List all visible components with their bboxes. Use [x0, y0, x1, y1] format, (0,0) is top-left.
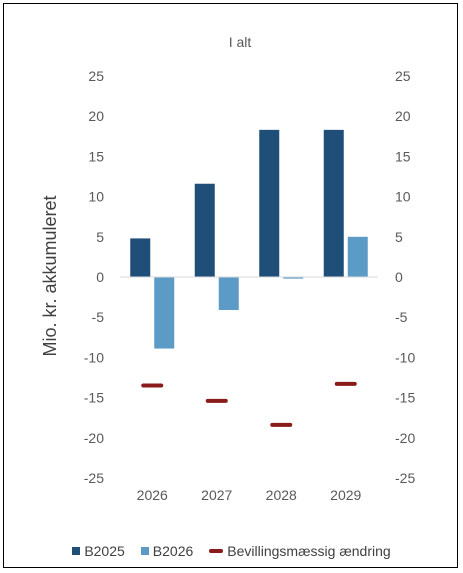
y-tick-label-right: 20 [395, 108, 411, 124]
chart-title: I alt [229, 34, 252, 50]
y-tick-label-right: -15 [395, 390, 415, 406]
legend-item-b2025: B2025 [72, 543, 125, 559]
legend-label-b2026: B2026 [152, 543, 194, 559]
legend-swatch-b2026 [140, 547, 149, 555]
legend-item-b2026: B2026 [140, 543, 194, 559]
y-tick-label-right: -20 [395, 430, 415, 446]
right-y-axis: 25 20 15 10 5 0 -5 -10 -15 -20 -25 [395, 68, 415, 486]
legend-label-b2025: B2025 [84, 543, 125, 559]
bar-b2025-2028 [259, 129, 280, 277]
left-y-axis: 25 20 15 10 5 0 -5 -10 -15 -20 -25 [84, 68, 104, 486]
y-tick-label-left: 20 [88, 108, 104, 124]
y-tick-label-left: 5 [96, 229, 104, 245]
y-tick-label-right: -10 [395, 349, 415, 365]
legend-item-bevillingsmaessig: Bevillingsmæssig ændring [209, 543, 391, 559]
bar-b2026-2027 [218, 277, 239, 310]
y-tick-label-right: 25 [395, 68, 411, 84]
legend-swatch-b2025 [72, 547, 81, 555]
x-tick-label: 2028 [266, 487, 297, 503]
y-tick-label-left: 10 [88, 189, 104, 205]
bar-b2026-2028 [283, 277, 304, 279]
bar-b2025-2027 [194, 183, 215, 277]
plot-area [120, 129, 378, 427]
y-tick-label-right: 15 [395, 148, 411, 164]
x-axis: 2026 2027 2028 2029 [137, 487, 362, 503]
x-tick-label: 2029 [330, 487, 361, 503]
y-tick-label-left: -10 [84, 349, 104, 365]
legend-label-bevillingsmaessig: Bevillingsmæssig ændring [227, 543, 391, 559]
y-axis-title: Mio. kr. akkumuleret [40, 195, 60, 356]
y-tick-label-right: -25 [395, 470, 415, 486]
y-tick-label-left: 0 [96, 269, 104, 285]
y-tick-label-left: 15 [88, 148, 104, 164]
y-tick-label-left: -5 [92, 309, 105, 325]
bar-b2026-2026 [154, 277, 175, 349]
legend: B2025 B2026 Bevillingsmæssig ændring [0, 543, 463, 559]
x-tick-label: 2026 [137, 487, 168, 503]
bar-b2025-2026 [130, 238, 151, 277]
y-tick-label-right: 5 [395, 229, 403, 245]
y-tick-label-right: -5 [395, 309, 408, 325]
y-tick-label-left: -25 [84, 470, 104, 486]
y-tick-label-left: -15 [84, 390, 104, 406]
y-tick-label-right: 0 [395, 269, 403, 285]
y-tick-label-right: 10 [395, 189, 411, 205]
x-tick-label: 2027 [201, 487, 232, 503]
legend-swatch-bevillingsmaessig [209, 549, 224, 553]
bar-b2026-2029 [347, 236, 368, 277]
bar-b2025-2029 [323, 129, 344, 277]
y-tick-label-left: 25 [88, 68, 104, 84]
y-tick-label-left: -20 [84, 430, 104, 446]
